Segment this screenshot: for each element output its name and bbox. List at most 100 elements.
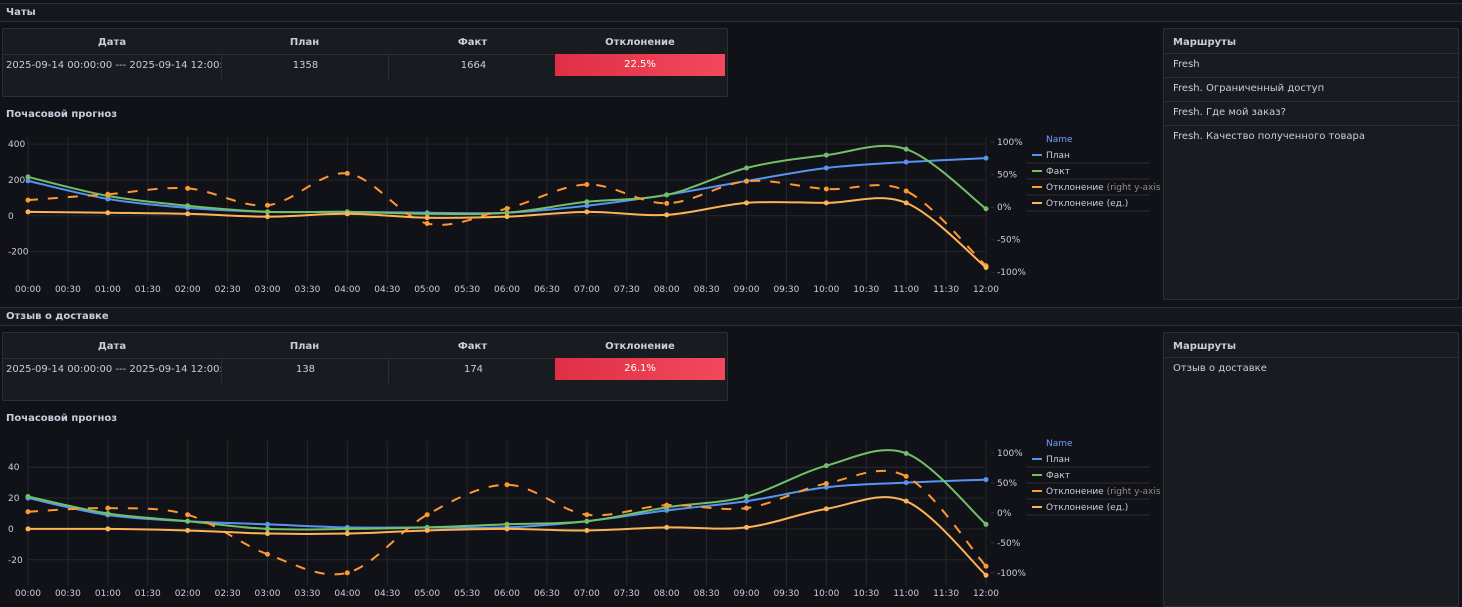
- data-point: [823, 165, 829, 171]
- data-point: [504, 521, 510, 527]
- x-tick-label: 00:00: [15, 285, 41, 295]
- x-tick-label: 03:30: [294, 589, 320, 599]
- data-point: [265, 526, 270, 532]
- table-cell: 1664: [388, 54, 558, 79]
- data-point: [823, 152, 829, 158]
- x-tick-label: 06:00: [494, 285, 520, 295]
- x-tick-label: 08:30: [694, 589, 720, 599]
- data-point: [584, 527, 590, 533]
- column-header: План: [289, 37, 320, 48]
- y2-tick-label: -50%: [997, 539, 1021, 549]
- legend-label[interactable]: Отклонение (ед.): [1046, 199, 1128, 209]
- x-tick-label: 07:00: [574, 589, 600, 599]
- x-tick-label: 08:00: [654, 285, 680, 295]
- x-tick-label: 03:00: [255, 285, 281, 295]
- data-point: [903, 498, 909, 504]
- chart-title: Почасовой прогноз: [6, 413, 118, 424]
- data-point: [983, 563, 989, 569]
- data-point: [664, 192, 670, 198]
- y2-tick-label: 50%: [997, 171, 1017, 181]
- data-point: [344, 211, 350, 217]
- route-item[interactable]: Fresh. Качество полученного товара: [1164, 125, 1458, 149]
- x-tick-label: 04:00: [334, 589, 360, 599]
- data-point: [903, 480, 909, 486]
- data-point: [584, 512, 590, 518]
- x-tick-label: 11:00: [893, 285, 919, 295]
- data-point: [25, 174, 31, 180]
- x-tick-label: 01:00: [95, 589, 121, 599]
- route-item[interactable]: Fresh: [1164, 53, 1458, 77]
- data-point: [584, 209, 590, 215]
- x-tick-label: 06:30: [534, 589, 560, 599]
- data-point: [744, 200, 749, 206]
- x-tick-label: 01:00: [95, 285, 121, 295]
- y-tick-label: 0: [8, 212, 14, 222]
- legend-label[interactable]: Отклонение (ед.): [1046, 503, 1128, 513]
- legend-label[interactable]: Отклонение: [1046, 487, 1104, 497]
- row-header[interactable]: Чаты: [0, 3, 1462, 22]
- legend-label[interactable]: Факт: [1046, 167, 1070, 177]
- data-point: [744, 494, 749, 500]
- x-tick-label: 03:30: [294, 285, 320, 295]
- route-item[interactable]: Отзыв о доставке: [1164, 357, 1458, 381]
- data-point: [903, 473, 909, 479]
- y2-tick-label: 50%: [997, 479, 1017, 489]
- x-tick-label: 07:00: [574, 285, 600, 295]
- legend-title: Name: [1046, 439, 1073, 449]
- x-tick-label: 07:30: [614, 589, 640, 599]
- data-point: [105, 526, 111, 532]
- route-item[interactable]: Fresh. Ограниченный доступ: [1164, 77, 1458, 101]
- data-point: [664, 212, 670, 218]
- data-point: [823, 463, 829, 469]
- legend-item: Отклонение (ед.): [1046, 503, 1128, 513]
- row-header[interactable]: Отзыв о доставке: [0, 307, 1462, 326]
- data-point: [823, 484, 829, 490]
- data-point: [344, 531, 350, 537]
- y-tick-label: 40: [8, 463, 20, 473]
- data-point: [185, 211, 191, 217]
- routes-panel: Маршруты Отзыв о доставке: [1163, 332, 1459, 607]
- data-point: [25, 494, 31, 500]
- data-point: [25, 209, 31, 215]
- x-tick-label: 04:30: [374, 285, 400, 295]
- x-tick-label: 08:00: [654, 589, 680, 599]
- y2-tick-label: -100%: [997, 569, 1026, 579]
- data-point: [424, 211, 430, 217]
- x-tick-label: 09:00: [734, 589, 760, 599]
- x-tick-label: 06:30: [534, 285, 560, 295]
- legend-label[interactable]: Отклонение: [1046, 183, 1104, 193]
- data-point: [983, 265, 989, 270]
- data-point: [903, 200, 909, 206]
- data-point: [105, 191, 111, 197]
- y2-tick-label: -50%: [997, 236, 1021, 246]
- data-point: [584, 518, 590, 524]
- table-cell: 1358: [221, 54, 389, 79]
- x-tick-label: 11:30: [933, 285, 959, 295]
- column-header: Отклонение: [605, 37, 675, 48]
- legend-label[interactable]: План: [1046, 151, 1070, 161]
- data-point: [424, 512, 430, 518]
- data-point: [744, 165, 749, 171]
- axis-note: (right y-axis): [1104, 183, 1160, 193]
- data-point: [185, 185, 191, 191]
- x-tick-label: 05:00: [414, 285, 440, 295]
- legend-label[interactable]: План: [1046, 455, 1070, 465]
- x-tick-label: 10:00: [813, 285, 839, 295]
- data-point: [903, 188, 909, 194]
- data-point: [744, 505, 749, 511]
- column-header: Отклонение: [605, 341, 675, 352]
- data-point: [983, 155, 989, 161]
- chart: 00:00 00:30 01:00 01:30 02:00 02:30 03:00 03:30…: [8, 135, 1160, 295]
- x-tick-label: 04:30: [374, 589, 400, 599]
- route-item[interactable]: Fresh. Где мой заказ?: [1164, 101, 1458, 125]
- legend-label[interactable]: Факт: [1046, 471, 1070, 481]
- data-point: [664, 524, 670, 530]
- x-tick-label: 00:00: [15, 589, 41, 599]
- data-point: [983, 477, 989, 483]
- y-tick-label: 20: [8, 494, 20, 504]
- column-header: Факт: [457, 37, 488, 48]
- x-tick-label: 05:30: [454, 589, 480, 599]
- legend-item: План: [1046, 151, 1070, 161]
- x-tick-label: 02:00: [175, 589, 201, 599]
